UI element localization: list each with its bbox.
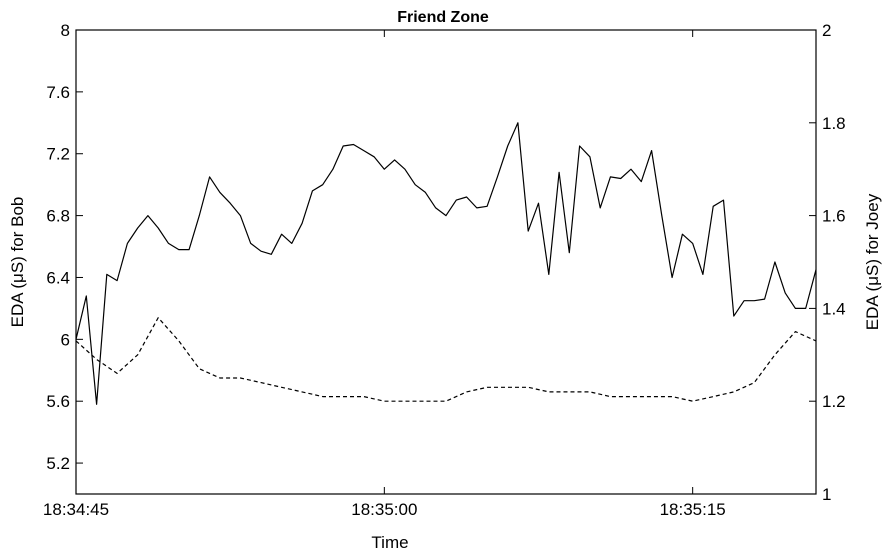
left-tick-label: 5.6	[46, 392, 70, 411]
plot-frame	[75, 29, 817, 495]
right-axis-ticks: 1 1.2 1.4 1.6 1.8 2	[809, 21, 846, 504]
x-tick-label: 18:35:15	[660, 500, 726, 519]
left-tick-label: 6.4	[46, 268, 70, 287]
series-line-left	[75, 122, 817, 405]
x-tick-label: 18:35:00	[351, 500, 417, 519]
left-tick-label: 6	[61, 330, 70, 349]
right-tick-label: 1.6	[822, 207, 846, 226]
left-tick-label: 7.2	[46, 145, 70, 164]
right-tick-label: 1.8	[822, 114, 846, 133]
right-tick-label: 1	[822, 485, 831, 504]
series-line-right	[75, 317, 817, 402]
right-tick-label: 1.4	[822, 299, 846, 318]
right-y-axis-label: EDA (μS) for Joey	[863, 193, 882, 330]
left-tick-label: 7.6	[46, 83, 70, 102]
right-tick-label: 1.2	[822, 392, 846, 411]
left-tick-label: 8	[61, 21, 70, 40]
left-tick-label: 5.2	[46, 454, 70, 473]
left-axis-ticks: 5.2 5.6 6 6.4 6.8 7.2 7.6 8	[46, 21, 83, 473]
left-tick-label: 6.8	[46, 207, 70, 226]
left-y-axis-label: EDA (μS) for Bob	[8, 197, 27, 328]
x-tick-label: 18:34:45	[43, 500, 109, 519]
right-tick-label: 2	[822, 21, 831, 40]
x-axis-label: Time	[371, 533, 408, 552]
chart-title: Friend Zone	[397, 9, 489, 26]
series-layer	[75, 122, 817, 405]
x-axis-ticks: 18:34:45 18:35:00 18:35:15	[43, 30, 726, 519]
